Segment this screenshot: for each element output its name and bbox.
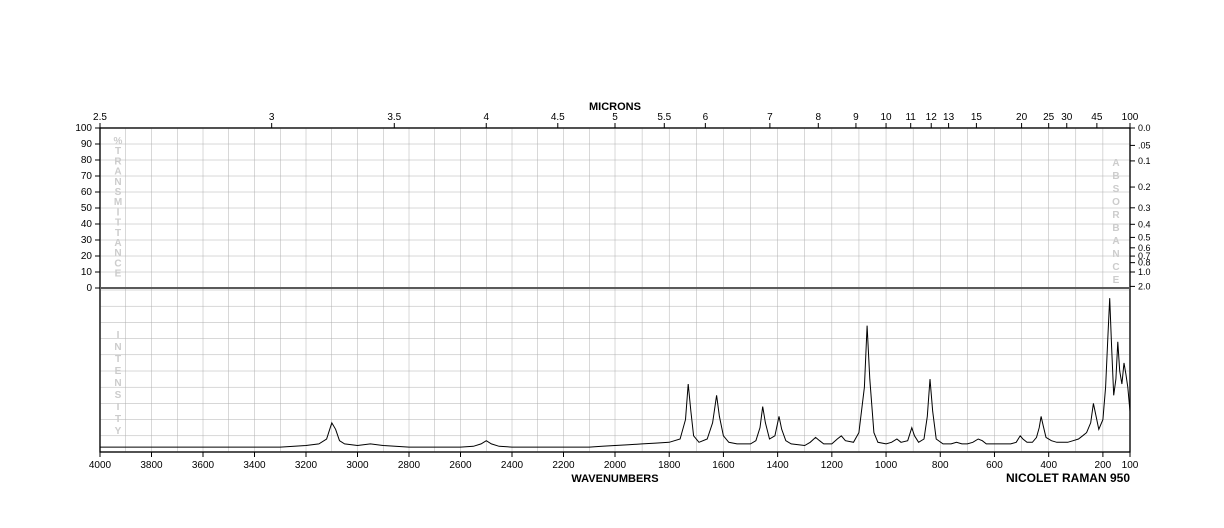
svg-text:45: 45	[1091, 112, 1103, 123]
svg-text:1.0: 1.0	[1138, 267, 1151, 277]
svg-text:2600: 2600	[449, 460, 472, 471]
svg-text:100: 100	[75, 123, 92, 134]
svg-text:1600: 1600	[712, 460, 735, 471]
svg-text:0.4: 0.4	[1138, 219, 1151, 229]
svg-text:100: 100	[1122, 460, 1139, 471]
svg-text:2200: 2200	[552, 460, 575, 471]
svg-text:90: 90	[81, 139, 93, 150]
svg-text:T: T	[115, 354, 121, 365]
svg-text:O: O	[1112, 197, 1120, 208]
svg-text:9: 9	[853, 112, 859, 123]
svg-text:11: 11	[905, 112, 916, 123]
svg-text:2800: 2800	[398, 460, 421, 471]
svg-text:0.1: 0.1	[1138, 156, 1151, 166]
svg-text:N: N	[114, 342, 121, 353]
svg-text:4: 4	[483, 112, 489, 123]
svg-text:30: 30	[1061, 112, 1073, 123]
svg-text:0.3: 0.3	[1138, 203, 1151, 213]
svg-text:0: 0	[86, 283, 92, 294]
svg-text:30: 30	[81, 235, 93, 246]
svg-text:3200: 3200	[295, 460, 318, 471]
svg-text:25: 25	[1043, 112, 1055, 123]
svg-text:200: 200	[1095, 460, 1112, 471]
svg-text:C: C	[1112, 262, 1119, 273]
svg-text:5: 5	[612, 112, 618, 123]
svg-text:3600: 3600	[192, 460, 215, 471]
svg-text:800: 800	[932, 460, 949, 471]
svg-text:3.5: 3.5	[387, 112, 401, 123]
svg-text:1800: 1800	[658, 460, 681, 471]
svg-text:A: A	[1112, 236, 1119, 247]
svg-text:Y: Y	[115, 426, 122, 437]
svg-text:0.5: 0.5	[1138, 232, 1151, 242]
svg-text:.05: .05	[1138, 140, 1151, 150]
svg-text:A: A	[1112, 158, 1119, 169]
svg-text:E: E	[1113, 275, 1120, 286]
svg-text:1400: 1400	[767, 460, 790, 471]
svg-text:B: B	[1112, 223, 1119, 234]
svg-text:400: 400	[1040, 460, 1057, 471]
svg-text:50: 50	[81, 203, 93, 214]
svg-text:3000: 3000	[346, 460, 369, 471]
svg-text:6: 6	[703, 112, 709, 123]
svg-text:600: 600	[986, 460, 1003, 471]
svg-text:S: S	[115, 390, 122, 401]
svg-text:2.0: 2.0	[1138, 281, 1151, 291]
svg-text:2000: 2000	[604, 460, 627, 471]
svg-text:20: 20	[1016, 112, 1028, 123]
svg-text:2400: 2400	[501, 460, 524, 471]
svg-text:0.0: 0.0	[1138, 123, 1151, 133]
svg-text:E: E	[115, 269, 122, 280]
svg-text:N: N	[114, 378, 121, 389]
svg-text:1000: 1000	[875, 460, 898, 471]
svg-text:5.5: 5.5	[657, 112, 671, 123]
svg-text:40: 40	[81, 219, 93, 230]
svg-text:R: R	[1112, 210, 1120, 221]
svg-text:2.5: 2.5	[93, 112, 107, 123]
instrument-label: NICOLET RAMAN 950	[1006, 471, 1130, 485]
svg-text:20: 20	[81, 251, 93, 262]
svg-text:10: 10	[880, 112, 892, 123]
svg-text:15: 15	[971, 112, 983, 123]
svg-text:100: 100	[1122, 112, 1139, 123]
svg-text:3800: 3800	[140, 460, 163, 471]
svg-text:13: 13	[943, 112, 955, 123]
svg-text:70: 70	[81, 171, 93, 182]
svg-text:80: 80	[81, 155, 93, 166]
svg-text:0.2: 0.2	[1138, 182, 1151, 192]
svg-text:10: 10	[81, 267, 93, 278]
svg-text:12: 12	[926, 112, 938, 123]
svg-text:I: I	[117, 330, 120, 341]
svg-text:E: E	[115, 366, 122, 377]
svg-text:I: I	[117, 402, 120, 413]
x-axis-label-bottom: WAVENUMBERS	[571, 473, 658, 485]
svg-text:4000: 4000	[89, 460, 112, 471]
svg-text:3400: 3400	[243, 460, 266, 471]
svg-text:T: T	[115, 414, 121, 425]
svg-text:7: 7	[767, 112, 773, 123]
svg-text:S: S	[1113, 184, 1120, 195]
spectrum-figure: 4000380036003400320030002800260024002200…	[0, 0, 1224, 528]
svg-text:4.5: 4.5	[551, 112, 565, 123]
svg-text:B: B	[1112, 171, 1119, 182]
svg-text:8: 8	[816, 112, 822, 123]
svg-text:1200: 1200	[821, 460, 844, 471]
svg-text:N: N	[1112, 249, 1119, 260]
svg-text:3: 3	[269, 112, 275, 123]
svg-text:60: 60	[81, 187, 93, 198]
